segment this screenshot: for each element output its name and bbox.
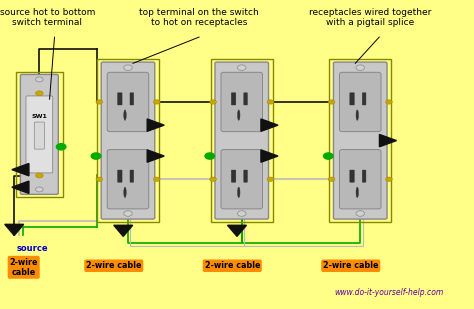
Polygon shape — [147, 119, 164, 131]
FancyBboxPatch shape — [362, 93, 366, 105]
FancyBboxPatch shape — [221, 150, 263, 209]
FancyBboxPatch shape — [244, 170, 247, 182]
Ellipse shape — [356, 110, 358, 120]
Circle shape — [386, 100, 392, 104]
Polygon shape — [379, 134, 396, 147]
FancyBboxPatch shape — [221, 72, 263, 132]
Circle shape — [36, 91, 43, 96]
Ellipse shape — [237, 110, 240, 120]
FancyBboxPatch shape — [26, 96, 53, 173]
Ellipse shape — [356, 187, 358, 197]
Circle shape — [153, 177, 160, 181]
Ellipse shape — [124, 187, 126, 197]
Circle shape — [36, 187, 43, 192]
Circle shape — [267, 177, 274, 181]
Text: 2-wire cable: 2-wire cable — [204, 261, 260, 270]
FancyBboxPatch shape — [107, 150, 149, 209]
Circle shape — [328, 100, 335, 104]
FancyBboxPatch shape — [20, 74, 58, 194]
Polygon shape — [12, 163, 29, 176]
Text: 2-wire
cable: 2-wire cable — [9, 258, 38, 277]
FancyBboxPatch shape — [34, 122, 45, 149]
Bar — [97, 59, 159, 222]
Text: top terminal on the switch
to hot on receptacles: top terminal on the switch to hot on rec… — [139, 8, 259, 27]
FancyBboxPatch shape — [101, 62, 155, 219]
Ellipse shape — [124, 110, 126, 120]
Text: SW1: SW1 — [31, 114, 47, 119]
Circle shape — [153, 100, 160, 104]
Polygon shape — [5, 224, 24, 235]
Circle shape — [237, 65, 246, 70]
FancyBboxPatch shape — [231, 93, 236, 105]
FancyBboxPatch shape — [350, 93, 355, 105]
Circle shape — [210, 177, 216, 181]
Circle shape — [386, 177, 392, 181]
Circle shape — [323, 153, 333, 159]
Circle shape — [328, 177, 335, 181]
Polygon shape — [228, 225, 246, 236]
Circle shape — [96, 100, 102, 104]
Bar — [16, 72, 63, 197]
Polygon shape — [261, 150, 278, 162]
Circle shape — [205, 153, 214, 159]
Circle shape — [267, 100, 274, 104]
Circle shape — [210, 100, 216, 104]
Text: www.do-it-yourself-help.com: www.do-it-yourself-help.com — [334, 288, 443, 297]
Polygon shape — [261, 119, 278, 131]
Text: source hot to bottom
switch terminal: source hot to bottom switch terminal — [0, 8, 95, 27]
Circle shape — [56, 144, 66, 150]
FancyBboxPatch shape — [118, 93, 122, 105]
FancyBboxPatch shape — [215, 62, 268, 219]
FancyBboxPatch shape — [130, 93, 134, 105]
Circle shape — [124, 65, 132, 70]
Text: 2-wire cable: 2-wire cable — [323, 261, 379, 270]
FancyBboxPatch shape — [350, 170, 355, 182]
Bar — [210, 59, 273, 222]
Polygon shape — [147, 150, 164, 162]
FancyBboxPatch shape — [333, 62, 387, 219]
FancyBboxPatch shape — [107, 72, 149, 132]
FancyBboxPatch shape — [118, 170, 122, 182]
FancyBboxPatch shape — [339, 72, 381, 132]
Text: source: source — [17, 244, 48, 253]
Circle shape — [356, 65, 365, 70]
Circle shape — [36, 173, 43, 178]
Polygon shape — [12, 181, 29, 193]
FancyBboxPatch shape — [244, 93, 247, 105]
Circle shape — [36, 77, 43, 82]
Circle shape — [356, 211, 365, 216]
Text: receptacles wired together
with a pigtail splice: receptacles wired together with a pigtai… — [309, 8, 431, 27]
FancyBboxPatch shape — [231, 170, 236, 182]
Bar — [329, 59, 391, 222]
Ellipse shape — [237, 187, 240, 197]
FancyBboxPatch shape — [130, 170, 134, 182]
Circle shape — [237, 211, 246, 216]
Circle shape — [124, 211, 132, 216]
FancyBboxPatch shape — [362, 170, 366, 182]
Circle shape — [91, 153, 100, 159]
Polygon shape — [114, 225, 133, 236]
Circle shape — [96, 177, 102, 181]
FancyBboxPatch shape — [339, 150, 381, 209]
Text: 2-wire cable: 2-wire cable — [86, 261, 142, 270]
